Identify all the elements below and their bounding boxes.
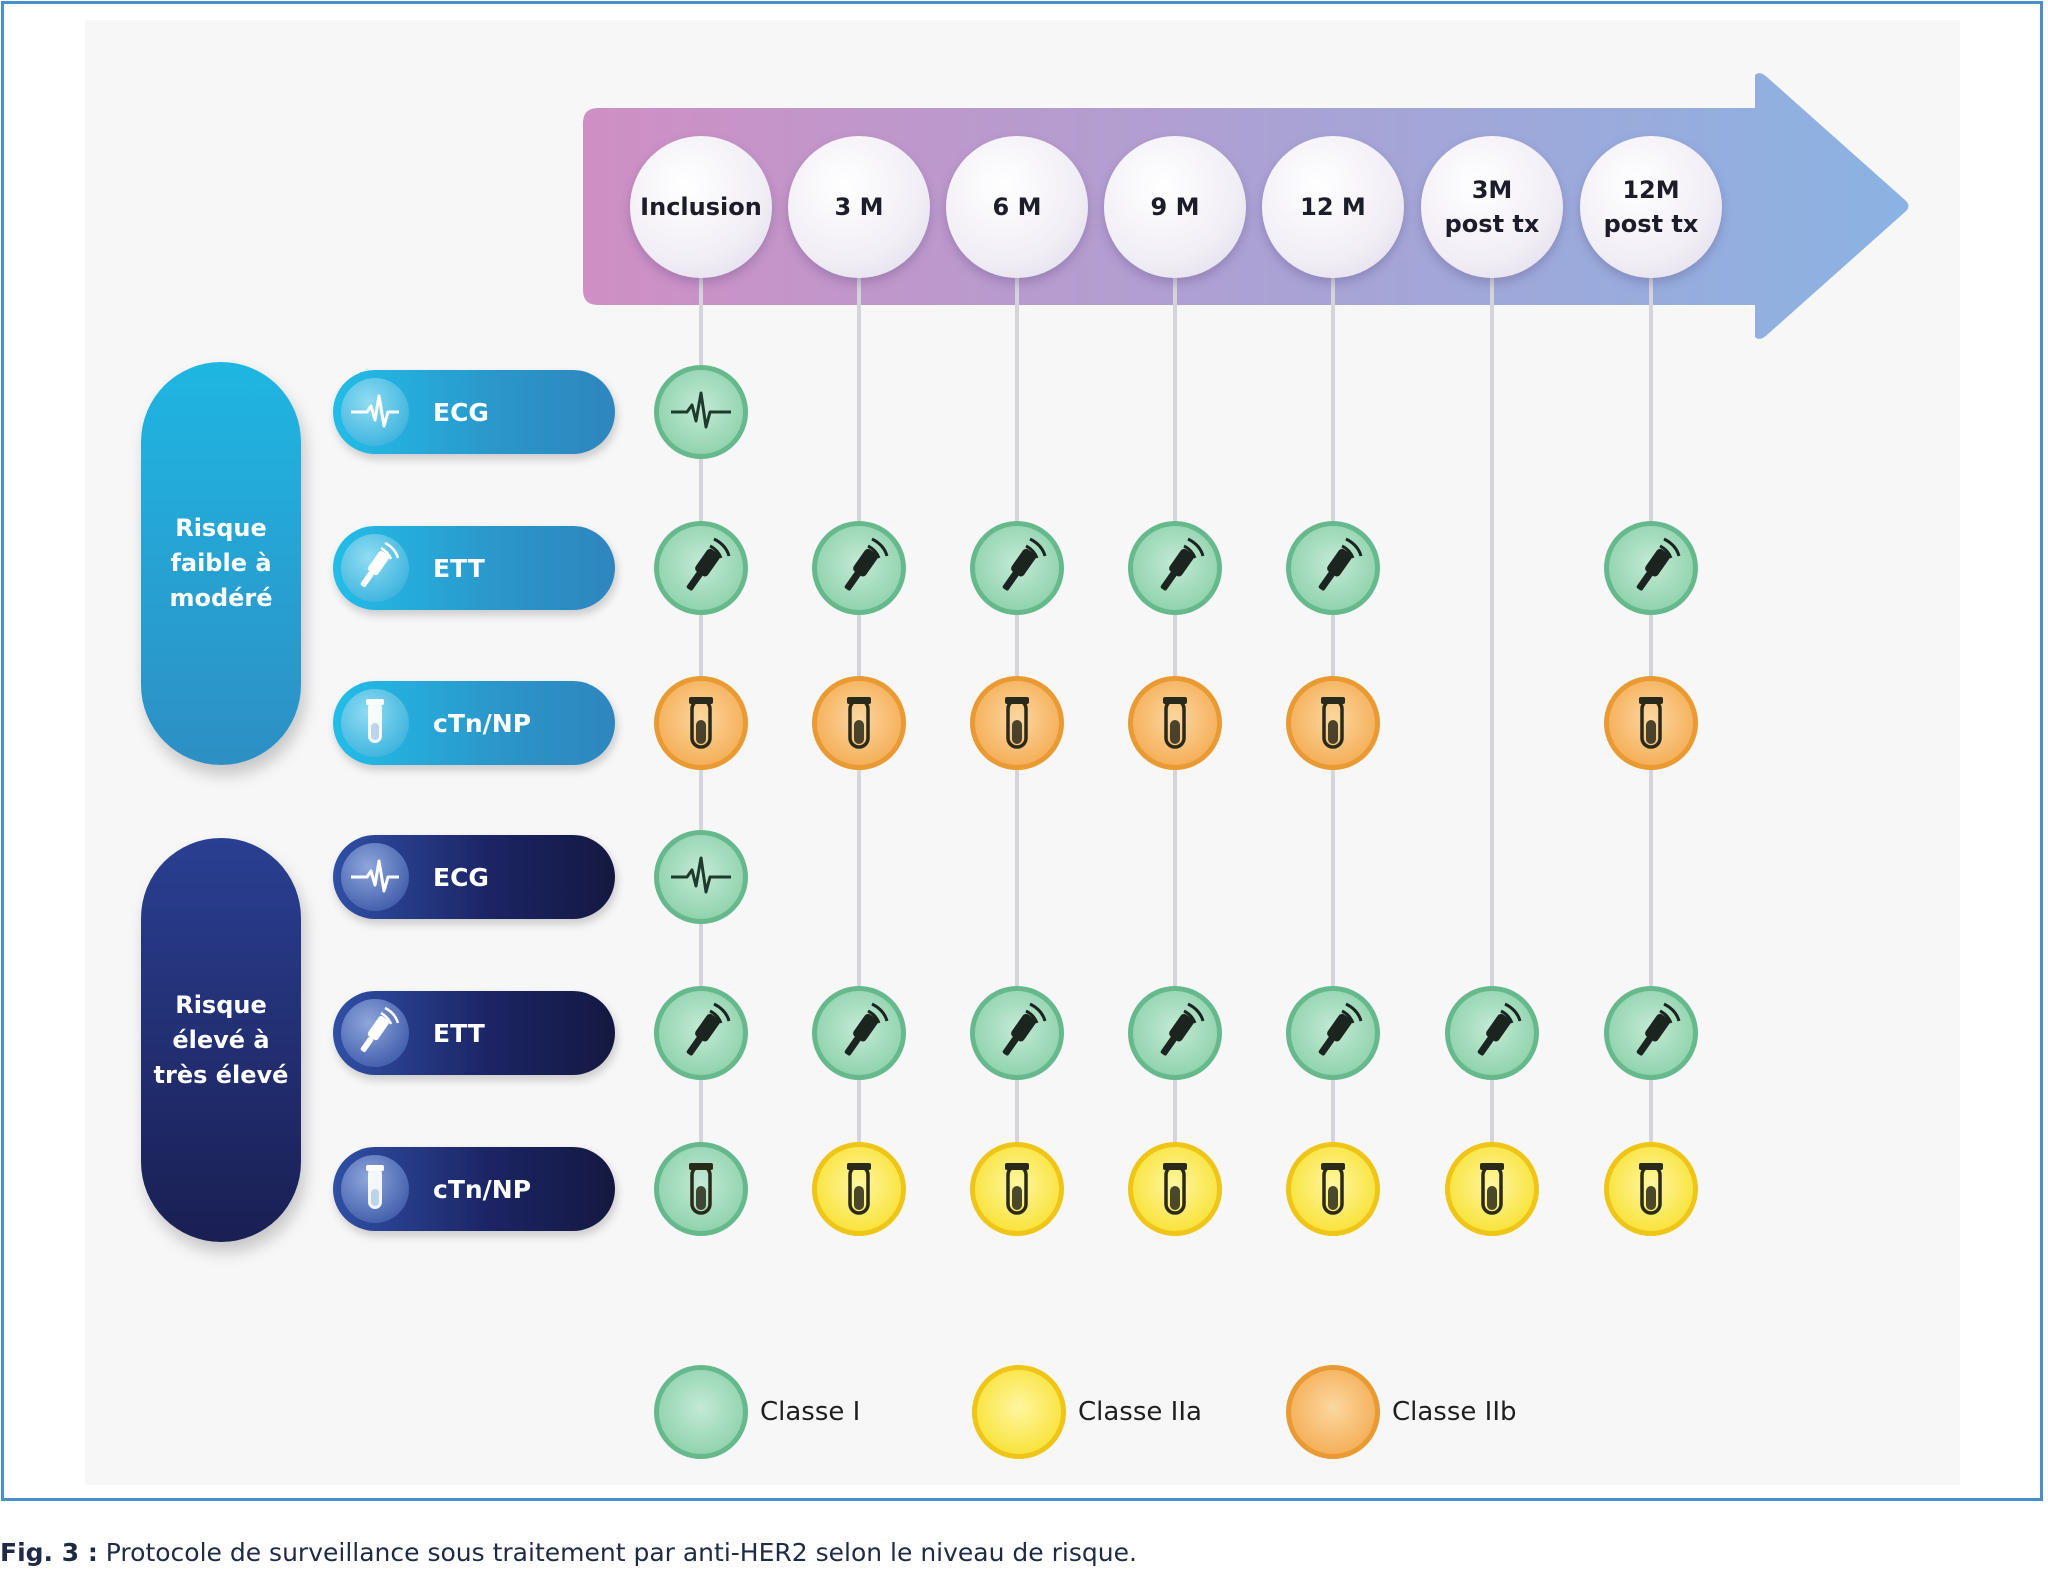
recommendation-marker [654, 830, 748, 924]
exam-pill: ECG [333, 370, 615, 454]
exam-label: ECG [433, 397, 489, 427]
ultrasound-probe-icon [1318, 537, 1363, 591]
ultrasound-probe-icon [341, 534, 409, 602]
exam-label: ETT [433, 1018, 485, 1048]
test-tube-icon [1480, 1163, 1504, 1215]
recommendation-marker [1604, 986, 1698, 1080]
ultrasound-probe-icon [1636, 537, 1681, 591]
timepoint-label: 12 M [1262, 136, 1404, 278]
recommendation-marker [654, 986, 748, 1080]
test-tube-icon [1163, 1163, 1187, 1215]
exam-pill: ETT [333, 526, 615, 610]
test-tube-icon [341, 1155, 409, 1223]
ultrasound-probe-icon [686, 1002, 731, 1056]
recommendation-marker [812, 521, 906, 615]
test-tube-icon [1005, 697, 1029, 749]
test-tube-icon [1005, 1163, 1029, 1215]
test-tube-icon [1321, 1163, 1345, 1215]
risk-group-high: Risque élevé à très élevé [141, 838, 301, 1242]
exam-label: cTn/NP [433, 1174, 532, 1204]
ultrasound-probe-icon [1636, 1002, 1681, 1056]
ultrasound-probe-icon [844, 1002, 889, 1056]
timepoint-label: 9 M [1104, 136, 1246, 278]
ultrasound-probe-icon [1318, 1002, 1363, 1056]
ultrasound-probe-icon [686, 537, 731, 591]
recommendation-marker [812, 986, 906, 1080]
ecg-icon [341, 843, 409, 911]
legend-label: Classe IIa [1078, 1397, 1202, 1427]
ecg-icon [341, 378, 409, 446]
recommendation-marker [1128, 1142, 1222, 1236]
recommendation-marker [1286, 521, 1380, 615]
ultrasound-probe-icon [1002, 1002, 1047, 1056]
recommendation-marker [1128, 676, 1222, 770]
risk-group-low: Risque faible à modéré [141, 362, 301, 765]
legend-swatch [1286, 1365, 1380, 1459]
timepoint-label: 12M post tx [1580, 136, 1722, 278]
recommendation-marker [654, 676, 748, 770]
recommendation-marker [970, 986, 1064, 1080]
recommendation-marker [970, 676, 1064, 770]
test-tube-icon [1639, 697, 1663, 749]
recommendation-marker [1445, 1142, 1539, 1236]
recommendation-marker [1286, 1142, 1380, 1236]
ultrasound-probe-icon [1160, 537, 1205, 591]
test-tube-icon [341, 689, 409, 757]
legend-swatch [972, 1365, 1066, 1459]
caption-fig-number: Fig. 3 : [0, 1538, 98, 1567]
ultrasound-probe-icon [341, 999, 409, 1067]
recommendation-marker [1286, 676, 1380, 770]
timepoint-label: Inclusion [630, 136, 772, 278]
timepoint-label: 3 M [788, 136, 930, 278]
exam-pill: ECG [333, 835, 615, 919]
exam-label: ETT [433, 553, 485, 583]
recommendation-marker [812, 1142, 906, 1236]
recommendation-marker [1445, 986, 1539, 1080]
recommendation-marker [1128, 986, 1222, 1080]
recommendation-marker [812, 676, 906, 770]
recommendation-marker [654, 1142, 748, 1236]
recommendation-marker [654, 521, 748, 615]
caption-text: Protocole de surveillance sous traitemen… [97, 1538, 1137, 1567]
legend-label: Classe I [760, 1397, 861, 1427]
recommendation-marker [1286, 986, 1380, 1080]
test-tube-icon [1639, 1163, 1663, 1215]
recommendation-marker [970, 1142, 1064, 1236]
test-tube-icon [847, 697, 871, 749]
test-tube-icon [689, 1163, 713, 1215]
exam-pill: ETT [333, 991, 615, 1075]
test-tube-icon [847, 1163, 871, 1215]
timepoint-label: 6 M [946, 136, 1088, 278]
ultrasound-probe-icon [1477, 1002, 1522, 1056]
test-tube-icon [1321, 697, 1345, 749]
ultrasound-probe-icon [1002, 537, 1047, 591]
ecg-icon [671, 391, 731, 429]
recommendation-marker [1604, 521, 1698, 615]
test-tube-icon [689, 697, 713, 749]
legend-label: Classe IIb [1392, 1397, 1517, 1427]
test-tube-icon [1163, 697, 1187, 749]
figure-caption: Fig. 3 : Protocole de surveillance sous … [0, 1538, 1137, 1567]
exam-label: ECG [433, 862, 489, 892]
exam-label: cTn/NP [433, 708, 532, 738]
recommendation-marker [654, 365, 748, 459]
recommendation-marker [970, 521, 1064, 615]
exam-pill: cTn/NP [333, 681, 615, 765]
exam-pill: cTn/NP [333, 1147, 615, 1231]
timepoint-label: 3M post tx [1421, 136, 1563, 278]
recommendation-marker [1128, 521, 1222, 615]
ultrasound-probe-icon [1160, 1002, 1205, 1056]
recommendation-marker [1604, 1142, 1698, 1236]
recommendation-marker [1604, 676, 1698, 770]
ultrasound-probe-icon [844, 537, 889, 591]
ecg-icon [671, 856, 731, 894]
legend-swatch [654, 1365, 748, 1459]
